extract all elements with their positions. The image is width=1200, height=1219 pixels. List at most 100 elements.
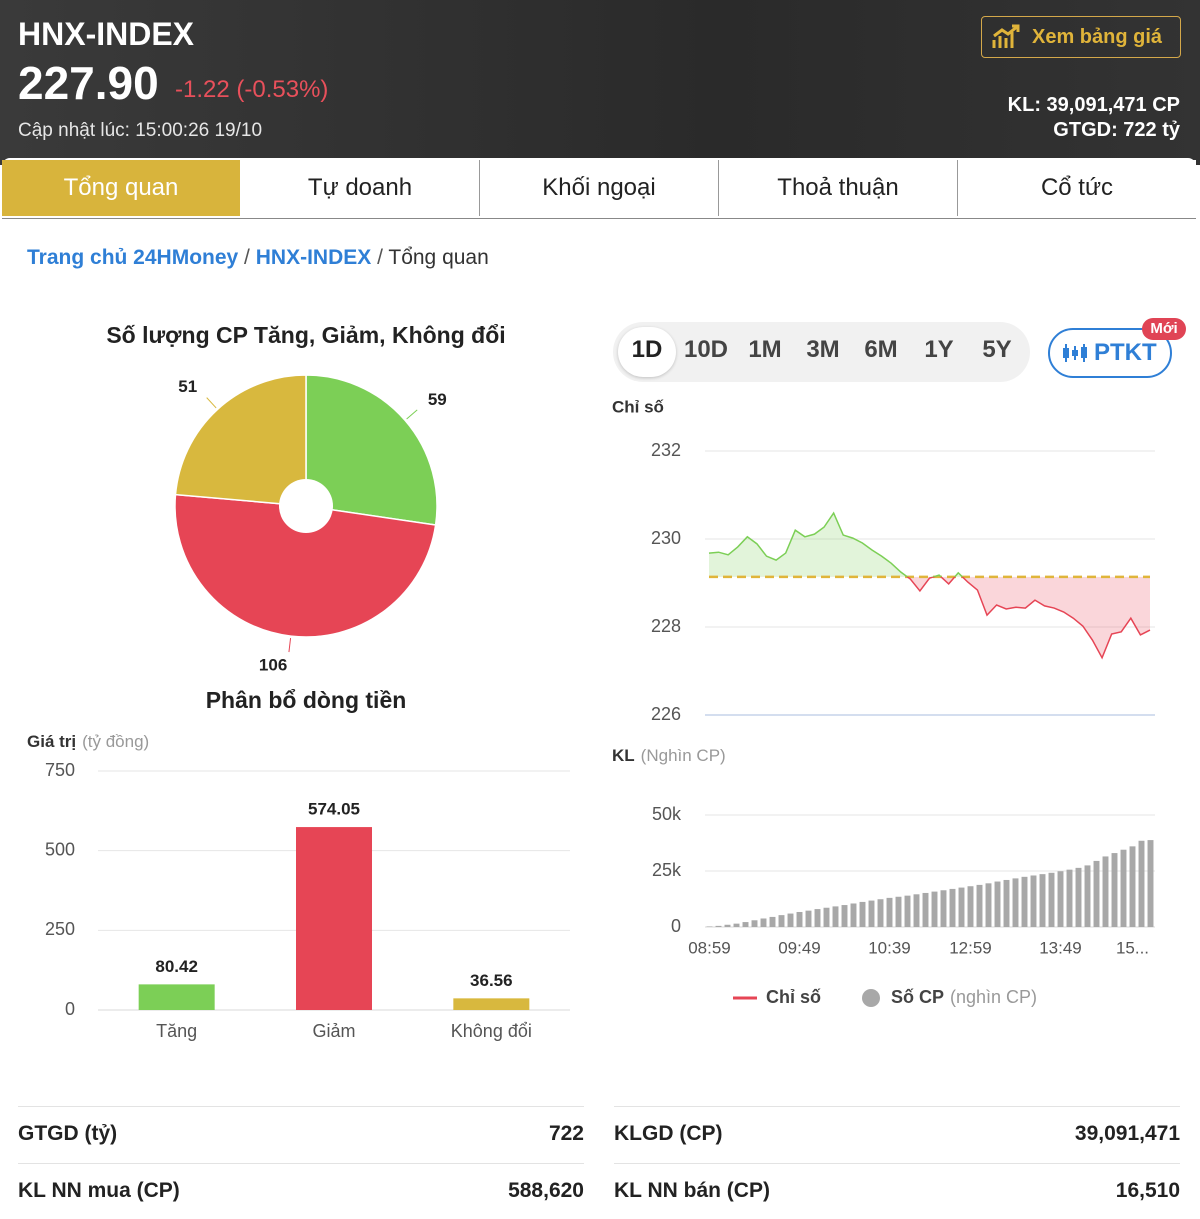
volume-bar bbox=[904, 895, 911, 927]
index-title: HNX-INDEX bbox=[18, 16, 195, 52]
tab[interactable]: Cổ tức bbox=[958, 160, 1196, 216]
volume-bar bbox=[787, 913, 794, 927]
tab[interactable]: Thoả thuận bbox=[719, 160, 958, 216]
pie-slice bbox=[174, 493, 437, 638]
tab[interactable]: Tổng quan bbox=[2, 160, 240, 216]
volume-bar bbox=[760, 918, 767, 927]
period-button[interactable]: 5Y bbox=[982, 336, 1012, 363]
volume-bar bbox=[895, 896, 902, 927]
stat-value: 722 bbox=[548, 1122, 584, 1145]
value-summary: GTGD: 722 tỷ bbox=[1053, 119, 1180, 141]
x-tick-label: 15... bbox=[1116, 938, 1149, 957]
tab[interactable]: Khối ngoại bbox=[480, 160, 719, 216]
volume-bar bbox=[1066, 869, 1073, 927]
header bbox=[0, 0, 1200, 165]
row-divider bbox=[614, 1163, 1180, 1164]
stat-label: KL NN mua (CP) bbox=[18, 1179, 180, 1202]
period-button[interactable]: 1D bbox=[631, 336, 663, 363]
volume-bar bbox=[1093, 860, 1100, 927]
candle-icon bbox=[1063, 344, 1087, 362]
legend-swatch bbox=[862, 989, 880, 1007]
legend-note: (nghìn CP) bbox=[950, 987, 1037, 1007]
x-tick-label: 09:49 bbox=[778, 938, 821, 957]
data-label: 51 bbox=[178, 377, 197, 396]
volume-bar bbox=[967, 886, 974, 927]
volume-bar bbox=[1147, 840, 1154, 927]
volume-bar bbox=[1003, 879, 1010, 927]
chart-title: Phân bổ dòng tiền bbox=[206, 687, 407, 713]
update-time: Cập nhật lúc: 15:00:26 19/10 bbox=[18, 120, 263, 141]
y-axis-title: Chỉ số bbox=[612, 397, 664, 416]
y-tick-label: 50k bbox=[652, 804, 682, 824]
pie-slice bbox=[174, 374, 307, 507]
pie-hole bbox=[279, 479, 333, 533]
tab[interactable]: Tự doanh bbox=[241, 160, 480, 216]
bar bbox=[453, 998, 530, 1010]
volume-bar bbox=[1021, 876, 1028, 927]
period-button[interactable]: 10D bbox=[683, 336, 729, 363]
y-tick-label: 0 bbox=[671, 916, 681, 936]
data-label: 574.05 bbox=[308, 800, 360, 819]
volume-bar bbox=[1030, 875, 1037, 927]
index-price: 227.90 bbox=[18, 57, 159, 109]
data-label: 80.42 bbox=[155, 957, 198, 976]
stat-value: 588,620 bbox=[508, 1179, 584, 1202]
volume-bar bbox=[832, 906, 839, 927]
volume-bar bbox=[886, 897, 893, 927]
volume-bar bbox=[1129, 846, 1136, 927]
period-button[interactable]: 3M bbox=[806, 336, 840, 363]
ptkt-label: PTKT bbox=[1094, 339, 1157, 366]
breadcrumb-link[interactable]: Trang chủ 24HMoney bbox=[27, 246, 239, 269]
y-tick-label: 228 bbox=[651, 616, 681, 636]
bar bbox=[138, 984, 215, 1010]
volume-bar bbox=[1039, 874, 1046, 927]
y-tick-label: 500 bbox=[45, 839, 75, 859]
x-tick-label: Không đổi bbox=[451, 1021, 532, 1041]
row-divider bbox=[18, 1163, 584, 1164]
y-axis-title-note: (Nghìn CP) bbox=[641, 746, 726, 765]
volume-bar bbox=[877, 899, 884, 927]
volume-bar bbox=[1048, 872, 1055, 927]
volume-bar bbox=[805, 910, 812, 927]
legend-label: Chỉ số bbox=[766, 987, 821, 1007]
button-label: Xem bảng giá bbox=[1032, 26, 1163, 48]
volume-bar bbox=[1138, 840, 1145, 927]
volume-bar bbox=[769, 916, 776, 927]
period-button[interactable]: 1Y bbox=[924, 336, 954, 363]
volume-bar bbox=[1120, 849, 1127, 927]
row-divider bbox=[614, 1106, 1180, 1107]
y-axis-title-main: KL bbox=[612, 746, 635, 765]
volume-bar bbox=[733, 923, 740, 927]
volume-bar bbox=[1111, 853, 1118, 927]
price-board-button[interactable]: Xem bảng giá bbox=[981, 16, 1181, 58]
volume-bar bbox=[724, 924, 731, 927]
stat-value: 39,091,471 bbox=[1074, 1122, 1180, 1145]
chart-icon bbox=[992, 24, 1020, 48]
volume-bar bbox=[868, 900, 875, 927]
breadcrumb-link[interactable]: HNX-INDEX bbox=[255, 246, 372, 269]
volume-bar bbox=[778, 915, 785, 927]
volume-summary: KL: 39,091,471 CP bbox=[1007, 94, 1180, 116]
data-label: 36.56 bbox=[470, 971, 513, 990]
volume-bar bbox=[814, 909, 821, 927]
stat-value: 16,510 bbox=[1115, 1179, 1180, 1202]
area-down bbox=[907, 576, 1150, 658]
y-axis-title-main: Giá trị bbox=[27, 732, 76, 751]
volume-bar bbox=[994, 881, 1001, 927]
volume-bar bbox=[913, 894, 920, 927]
volume-bar bbox=[931, 891, 938, 927]
ptkt-button[interactable]: PTKT bbox=[1048, 328, 1172, 378]
period-button[interactable]: 1M bbox=[748, 336, 782, 363]
x-tick-label: Tăng bbox=[156, 1021, 197, 1041]
bar bbox=[296, 827, 372, 1010]
volume-bar bbox=[859, 901, 866, 927]
data-label: 106 bbox=[259, 655, 287, 674]
x-tick-label: 12:59 bbox=[949, 938, 992, 957]
x-tick-label: 08:59 bbox=[688, 938, 731, 957]
leader-line bbox=[288, 638, 292, 653]
y-tick-label: 250 bbox=[45, 919, 75, 939]
x-tick-label: 13:49 bbox=[1039, 938, 1082, 957]
period-button[interactable]: 6M bbox=[864, 336, 898, 363]
y-axis-title-note: (tỷ đồng) bbox=[82, 732, 149, 751]
stat-label: KLGD (CP) bbox=[614, 1122, 723, 1145]
